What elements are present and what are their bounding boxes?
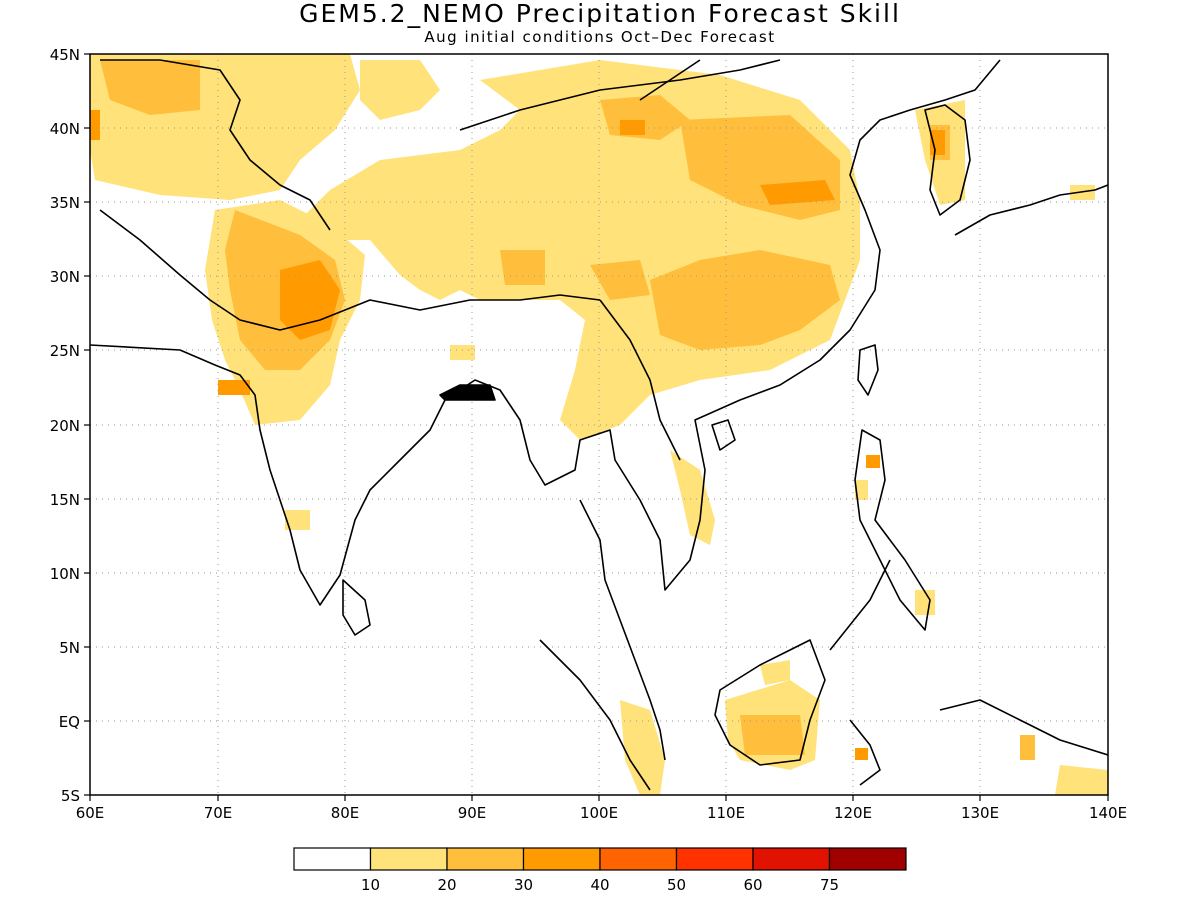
map-subtitle: Aug initial conditions Oct–Dec Forecast [424, 28, 776, 46]
colorbar-swatch [369, 847, 448, 871]
colorbar-swatch [599, 847, 678, 871]
colorbar-label: 50 [667, 876, 686, 894]
colorbar-label: 60 [743, 876, 762, 894]
lon-tick-label: 120E [834, 804, 872, 822]
lat-tick-label: 5S [61, 787, 80, 805]
colorbar-labels: 10 20 30 40 50 60 75 [361, 876, 839, 894]
colorbar-swatch [446, 847, 525, 871]
colorbar-swatch [752, 847, 831, 871]
lat-tick-labels: 45N 40N 35N 30N 25N 20N 15N 10N 5N EQ 5S [50, 46, 80, 805]
colorbar-swatch [522, 847, 601, 871]
lat-tick-label: 40N [50, 120, 80, 138]
lon-tick-labels: 60E 70E 80E 90E 100E 110E 120E 130E 140E [76, 804, 1127, 822]
coastlines [90, 59, 1108, 791]
lat-tick-label: 30N [50, 268, 80, 286]
lat-tick-label: 5N [59, 639, 80, 657]
colorbar-swatch [293, 847, 372, 871]
lon-tick-label: 110E [707, 804, 745, 822]
lat-tick-label: EQ [59, 713, 80, 731]
colorbar-label: 75 [820, 876, 839, 894]
tick-marks [84, 53, 1109, 801]
colorbar [293, 847, 907, 871]
colorbar-swatch [675, 847, 754, 871]
colorbar-label: 30 [514, 876, 533, 894]
lon-tick-label: 80E [331, 804, 360, 822]
lon-tick-label: 70E [204, 804, 233, 822]
skill-10-20-region [90, 54, 1108, 795]
colorbar-swatch [828, 847, 907, 871]
lat-tick-label: 45N [50, 46, 80, 64]
lon-tick-label: 60E [76, 804, 105, 822]
lon-tick-label: 140E [1089, 804, 1127, 822]
colorbar-label: 10 [361, 876, 380, 894]
colorbar-label: 20 [437, 876, 456, 894]
lon-tick-label: 100E [580, 804, 618, 822]
lat-tick-label: 20N [50, 417, 80, 435]
skill-30-40-region [90, 110, 945, 760]
lat-tick-label: 25N [50, 342, 80, 360]
lat-tick-label: 10N [50, 565, 80, 583]
colorbar-label: 40 [590, 876, 609, 894]
lon-tick-label: 130E [961, 804, 999, 822]
skill-shading [90, 54, 1108, 795]
lon-tick-label: 90E [458, 804, 487, 822]
lat-tick-label: 15N [50, 491, 80, 509]
map-title: GEM5.2_NEMO Precipitation Forecast Skill [299, 0, 901, 28]
lat-tick-label: 35N [50, 194, 80, 212]
